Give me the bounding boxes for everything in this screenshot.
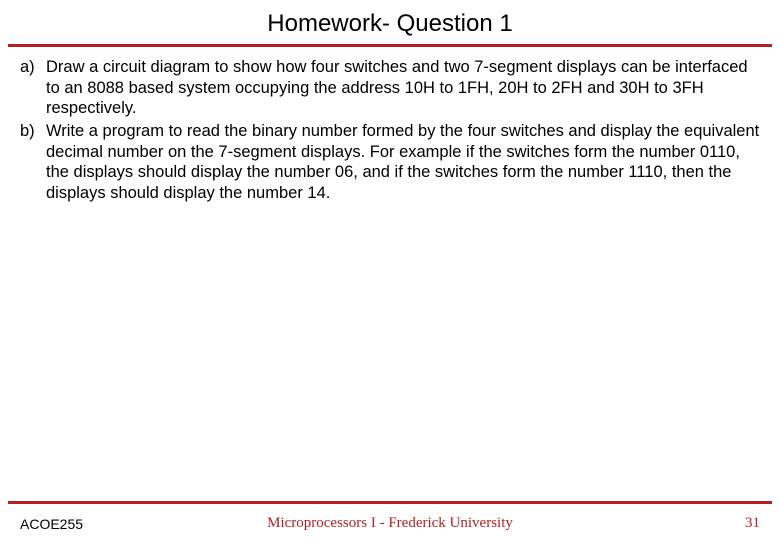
content-area: a) Draw a circuit diagram to show how fo… xyxy=(0,47,780,203)
footer-course-code: ACOE255 xyxy=(20,516,83,532)
item-text-a: Draw a circuit diagram to show how four … xyxy=(46,57,760,119)
item-bullet-b: b) xyxy=(20,121,46,204)
footer-page-number: 31 xyxy=(745,515,760,532)
page-title: Homework- Question 1 xyxy=(0,0,780,44)
list-item: b) Write a program to read the binary nu… xyxy=(20,121,760,204)
slide: Homework- Question 1 a) Draw a circuit d… xyxy=(0,0,780,540)
footer-divider xyxy=(8,501,772,504)
list-item: a) Draw a circuit diagram to show how fo… xyxy=(20,57,760,119)
footer: ACOE255 Microprocessors I - Frederick Un… xyxy=(0,515,780,532)
footer-course-title: Microprocessors I - Frederick University xyxy=(267,515,513,532)
item-text-b: Write a program to read the binary numbe… xyxy=(46,121,760,204)
item-bullet-a: a) xyxy=(20,57,46,119)
